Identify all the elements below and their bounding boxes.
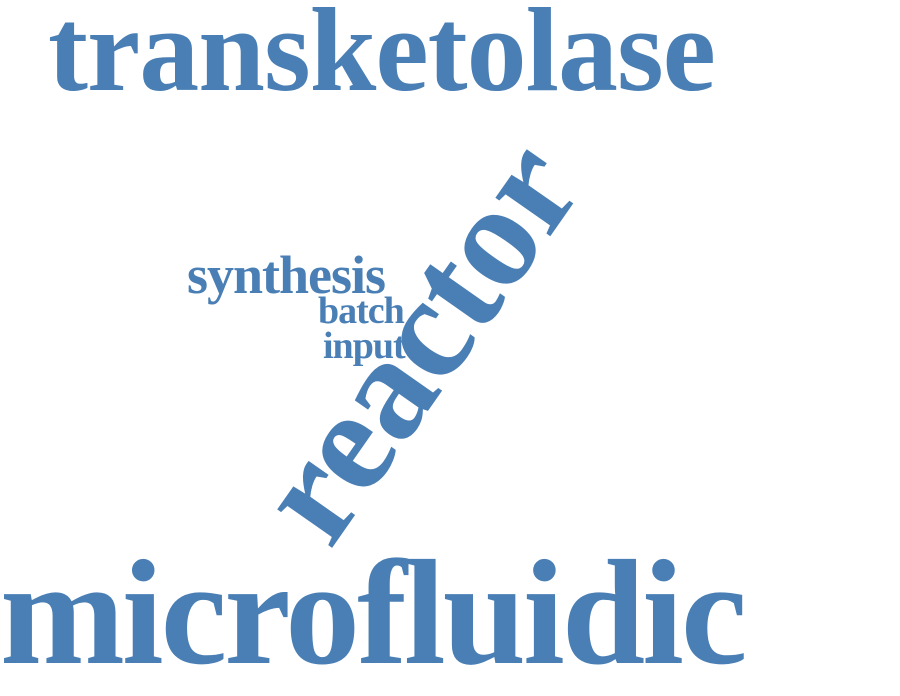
word-cloud: transketolase microfluidic reactor synth…	[0, 0, 747, 688]
word-transketolase: transketolase	[48, 0, 716, 116]
word-batch: batch	[318, 290, 405, 332]
word-reactor: reactor	[223, 112, 611, 570]
word-input: input	[323, 325, 406, 367]
word-synthesis: synthesis	[187, 245, 386, 305]
word-microfluidic: microfluidic	[0, 530, 747, 696]
